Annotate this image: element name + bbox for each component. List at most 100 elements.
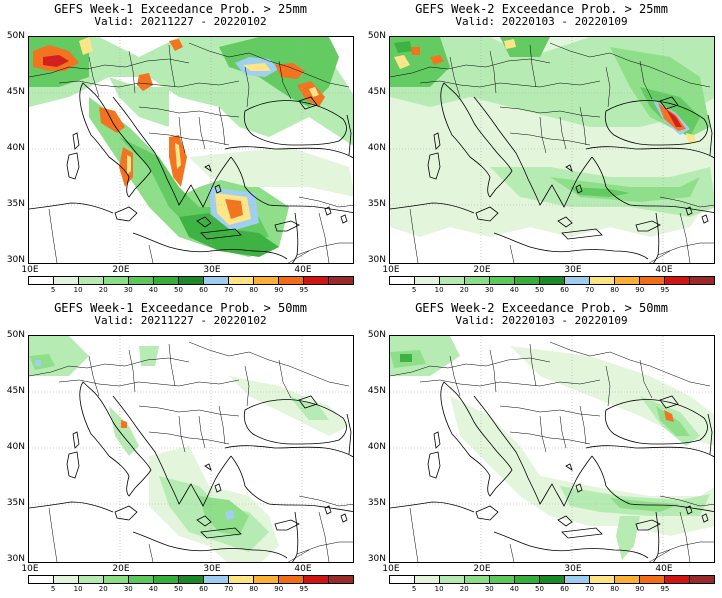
colorbar-swatch [390, 576, 415, 583]
colorbar-tick-label: 40 [509, 286, 519, 294]
colorbar-swatch [440, 576, 465, 583]
colorbar-swatch [415, 576, 440, 583]
colorbar-swatch [440, 277, 465, 284]
lat-label: 45N [367, 87, 386, 97]
colorbar-swatch [229, 277, 254, 284]
colorbar-tick-label: 20 [459, 585, 469, 593]
colorbar [28, 276, 354, 285]
lat-label: 35N [367, 199, 386, 209]
panel-week2-25mm: GEFS Week-2 Exceedance Prob. > 25mm Vali… [361, 0, 722, 299]
colorbar-tick-label: 70 [224, 585, 234, 593]
colorbar-tick-label: 40 [509, 585, 519, 593]
panel-title: GEFS Week-1 Exceedance Prob. > 50mm [54, 301, 307, 315]
colorbar-swatch [29, 277, 54, 284]
lon-label: 10E [382, 564, 400, 574]
colorbar-tick-label: 60 [560, 286, 569, 294]
colorbar-swatch [29, 576, 54, 583]
colorbar-swatch [54, 277, 79, 284]
lat-label: 35N [6, 199, 25, 209]
colorbar-swatch [415, 277, 440, 284]
colorbar-tick-label: 60 [199, 286, 208, 294]
colorbar-swatch [104, 576, 129, 583]
lon-label: 30E [203, 265, 221, 275]
colorbar-swatch [590, 277, 615, 284]
lat-label: 40N [367, 442, 386, 452]
colorbar-swatch [304, 576, 329, 583]
colorbar-tick-label: 90 [274, 286, 284, 294]
colorbar-swatch [615, 277, 640, 284]
colorbar-swatch [254, 576, 279, 583]
colorbar-swatch [279, 277, 304, 284]
colorbar-swatch [465, 576, 490, 583]
colorbar-tick-label: 95 [299, 286, 309, 294]
colorbar-tick-label: 95 [299, 585, 309, 593]
colorbar-swatch [690, 576, 714, 583]
lat-label: 30N [6, 255, 25, 265]
colorbar-swatch [204, 576, 229, 583]
panel-valid-dates: Valid: 20220103 - 20220109 [455, 15, 628, 28]
colorbar-swatch [104, 277, 129, 284]
colorbar-tick-label: 80 [249, 286, 259, 294]
probability-shading [29, 37, 353, 257]
colorbar-swatch [565, 576, 590, 583]
colorbar-swatch [590, 576, 615, 583]
colorbar-swatch [79, 576, 104, 583]
lat-label: 40N [6, 442, 25, 452]
probability-map [389, 36, 715, 264]
lat-label: 50N [367, 330, 386, 340]
lat-label: 50N [6, 330, 25, 340]
colorbar-swatch [665, 576, 690, 583]
colorbar-swatch [515, 277, 540, 284]
colorbar [28, 575, 354, 584]
lat-label: 50N [367, 31, 386, 41]
probability-map [28, 335, 354, 563]
colorbar-swatch [465, 277, 490, 284]
colorbar-tick-label: 50 [173, 286, 183, 294]
colorbar-tick-label: 50 [173, 585, 183, 593]
colorbar-tick-label: 95 [660, 286, 670, 294]
colorbar-labels: 5 10 20 30 40 50 60 70 80 90 95 [28, 585, 354, 595]
colorbar-swatch [154, 576, 179, 583]
panel-valid-dates: Valid: 20220103 - 20220109 [455, 314, 628, 327]
colorbar-swatch [79, 277, 104, 284]
colorbar-swatch [154, 277, 179, 284]
colorbar-swatch [565, 277, 590, 284]
colorbar-labels: 5 10 20 30 40 50 60 70 80 90 95 [28, 286, 354, 296]
panel-valid-dates: Valid: 20211227 - 20220102 [94, 15, 267, 28]
panel-title: GEFS Week-1 Exceedance Prob. > 25mm [54, 2, 307, 16]
colorbar-tick-label: 90 [274, 585, 284, 593]
probability-map [28, 36, 354, 264]
colorbar-swatch [490, 576, 515, 583]
lat-label: 30N [6, 554, 25, 564]
colorbar-swatch [329, 277, 353, 284]
colorbar-labels: 5 10 20 30 40 50 60 70 80 90 95 [389, 585, 715, 595]
panel-week2-50mm: GEFS Week-2 Exceedance Prob. > 50mm Vali… [361, 299, 722, 598]
lon-label: 40E [655, 564, 673, 574]
colorbar-tick-label: 30 [484, 286, 494, 294]
colorbar-swatch [204, 277, 229, 284]
colorbar-tick-label: 60 [560, 585, 569, 593]
probability-map [389, 335, 715, 563]
lat-label: 45N [367, 386, 386, 396]
lat-label: 40N [367, 143, 386, 153]
colorbar-swatch [179, 277, 204, 284]
colorbar-tick-label: 80 [610, 286, 620, 294]
colorbar-tick-label: 20 [98, 286, 108, 294]
colorbar-tick-label: 70 [585, 286, 595, 294]
colorbar-swatch [515, 576, 540, 583]
lon-label: 10E [21, 265, 39, 275]
colorbar-tick-label: 70 [224, 286, 234, 294]
lon-label: 20E [112, 564, 130, 574]
colorbar-tick-label: 10 [73, 286, 83, 294]
lon-label: 20E [473, 265, 491, 275]
colorbar-swatch [640, 277, 665, 284]
lat-label: 50N [6, 31, 25, 41]
lat-label: 35N [6, 498, 25, 508]
colorbar-swatch [490, 277, 515, 284]
colorbar-labels: 5 10 20 30 40 50 60 70 80 90 95 [389, 286, 715, 296]
colorbar-tick-label: 70 [585, 585, 595, 593]
lon-label: 40E [655, 265, 673, 275]
colorbar-swatch [279, 576, 304, 583]
colorbar-tick-label: 80 [249, 585, 259, 593]
colorbar-swatch [540, 576, 565, 583]
